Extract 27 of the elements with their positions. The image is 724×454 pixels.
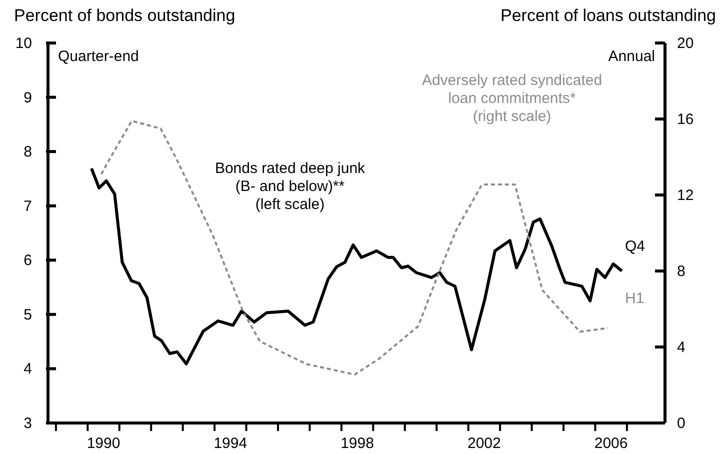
y-tick-label: 9 [24,89,32,106]
y-axis-title: Percent of bonds outstanding [14,6,236,26]
x-tick-label: 2002 [467,435,501,452]
x-tick-label: 2006 [594,435,628,452]
y2-tick-label: 8 [677,263,686,280]
annotation: Quarter-end [58,48,139,65]
y2-axis-title: Percent of loans outstanding [500,6,716,26]
y-tick-label: 5 [24,306,32,324]
y2-tick-label: 16 [677,111,694,128]
y-tick-label: 10 [15,35,32,52]
y-tick-label: 4 [24,360,32,378]
y2-tick-label: 20 [677,35,694,52]
y-tick-label: 3 [24,415,32,432]
y-tick-label: 7 [24,198,32,215]
annotation: H1 [625,290,644,307]
x-tick-label: 1994 [214,435,248,452]
text: Bonds rated deep junk (B- and below)** (left scale) [214,160,366,214]
x-tick-label: 1998 [340,435,374,452]
y2-tick-label: 0 [677,415,686,432]
y-tick-label: 8 [24,144,32,161]
text: Adversely rated syndicated loan commitments* (right scale) [422,72,602,126]
y2-tick-label: 12 [677,187,694,204]
y2-tick-label: 4 [677,339,686,356]
y-tick-label: 6 [24,252,32,270]
annotation: Annual [608,48,655,65]
x-tick-label: 1990 [86,435,120,452]
annotation: Q4 [625,238,646,255]
